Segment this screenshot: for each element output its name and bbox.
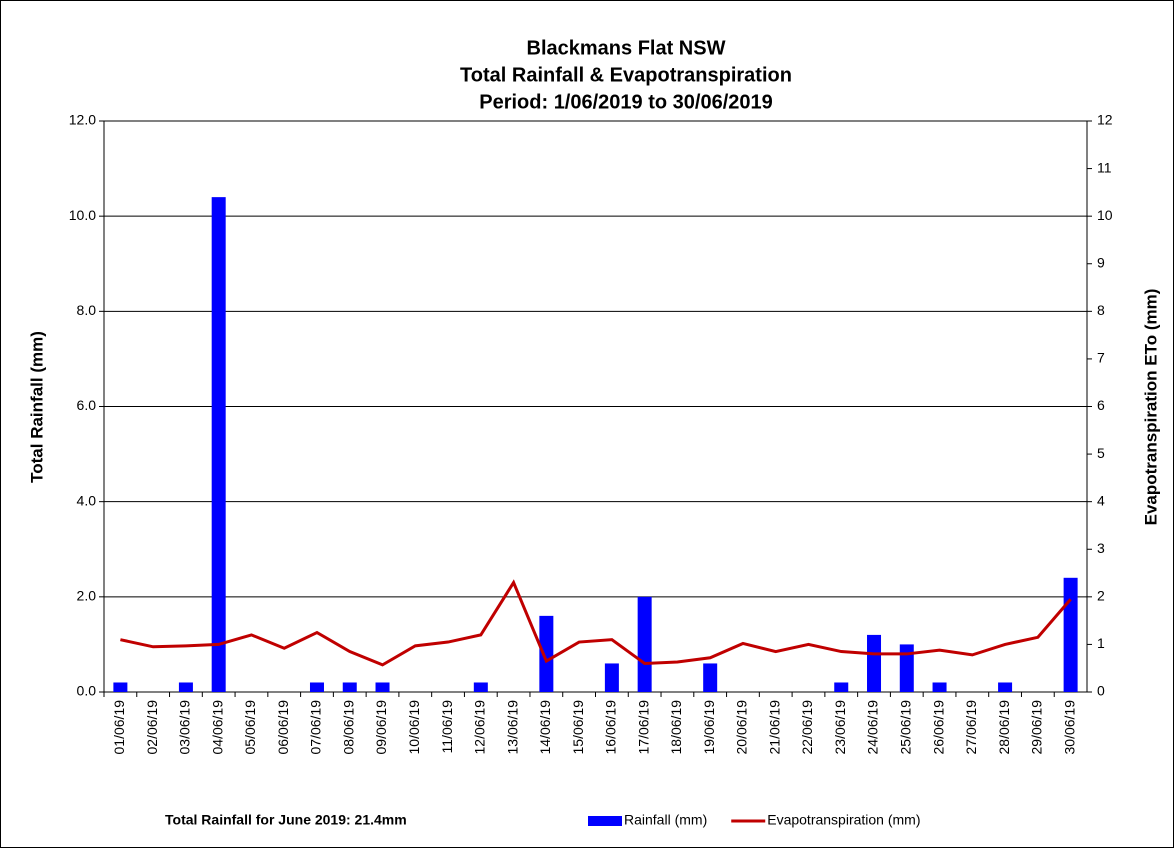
y2-tick-label: 4 xyxy=(1097,492,1105,508)
x-tick-label: 28/06/19 xyxy=(996,700,1012,755)
y-tick-label: 12.0 xyxy=(69,112,96,128)
bar xyxy=(309,682,324,692)
x-tick-label: 11/06/19 xyxy=(439,700,455,754)
x-tick-label: 16/06/19 xyxy=(603,700,619,755)
x-tick-label: 24/06/19 xyxy=(865,700,881,755)
y2-tick-label: 3 xyxy=(1097,540,1105,556)
x-tick-label: 04/06/19 xyxy=(209,700,225,755)
x-tick-label: 23/06/19 xyxy=(832,700,848,755)
x-tick-label: 18/06/19 xyxy=(668,700,684,755)
chart-title: Total Rainfall & Evapotranspiration xyxy=(460,64,792,86)
x-tick-label: 19/06/19 xyxy=(701,700,717,755)
y2-tick-label: 7 xyxy=(1097,350,1105,366)
y2-tick-label: 1 xyxy=(1097,635,1105,651)
x-tick-label: 15/06/19 xyxy=(570,700,586,755)
y-tick-label: 10.0 xyxy=(69,207,96,223)
x-tick-label: 29/06/19 xyxy=(1029,700,1045,755)
bar xyxy=(604,663,619,692)
y-tick-label: 2.0 xyxy=(77,588,97,604)
x-tick-label: 22/06/19 xyxy=(799,700,815,755)
x-tick-label: 07/06/19 xyxy=(308,700,324,755)
x-tick-label: 12/06/19 xyxy=(472,700,488,755)
legend-swatch xyxy=(588,816,622,826)
bar xyxy=(637,596,652,692)
bar xyxy=(342,682,357,692)
x-tick-label: 13/06/19 xyxy=(504,700,520,755)
y2-tick-label: 8 xyxy=(1097,302,1105,318)
bar xyxy=(899,644,914,692)
x-tick-label: 09/06/19 xyxy=(373,700,389,755)
chart-title: Blackmans Flat NSW xyxy=(527,37,726,59)
y-tick-label: 6.0 xyxy=(77,397,97,413)
x-tick-label: 01/06/19 xyxy=(111,700,127,755)
legend-label: Evapotranspiration (mm) xyxy=(767,812,920,828)
y2-tick-label: 9 xyxy=(1097,254,1105,270)
x-tick-label: 20/06/19 xyxy=(734,700,750,755)
x-tick-label: 21/06/19 xyxy=(766,700,782,755)
y2-axis-label: Evapotranspiration ETo (mm) xyxy=(1141,289,1160,526)
bar xyxy=(473,682,488,692)
bar xyxy=(211,197,226,692)
x-tick-label: 17/06/19 xyxy=(635,700,651,755)
x-tick-label: 06/06/19 xyxy=(275,700,291,755)
x-tick-label: 26/06/19 xyxy=(930,700,946,755)
y2-tick-label: 12 xyxy=(1097,112,1113,128)
y2-tick-label: 0 xyxy=(1097,683,1105,699)
bar xyxy=(375,682,390,692)
bar xyxy=(932,682,947,692)
x-tick-label: 30/06/19 xyxy=(1061,700,1077,755)
bar xyxy=(834,682,849,692)
legend-label: Rainfall (mm) xyxy=(624,812,707,828)
y2-tick-label: 11 xyxy=(1097,159,1112,175)
line xyxy=(120,579,1072,667)
x-tick-label: 08/06/19 xyxy=(340,700,356,755)
bar xyxy=(867,634,882,692)
bar xyxy=(178,682,193,692)
x-tick-label: 10/06/19 xyxy=(406,700,422,755)
y2-tick-label: 6 xyxy=(1097,397,1105,413)
annotation: Total Rainfall for June 2019: 21.4mm xyxy=(165,812,407,828)
x-tick-label: 03/06/19 xyxy=(177,700,193,755)
y-tick-label: 8.0 xyxy=(77,302,97,318)
y2-tick-label: 10 xyxy=(1097,207,1113,223)
y2-tick-label: 5 xyxy=(1097,445,1105,461)
y-tick-label: 0.0 xyxy=(77,683,97,699)
y2-tick-label: 2 xyxy=(1097,588,1105,604)
x-tick-label: 27/06/19 xyxy=(963,700,979,755)
x-tick-label: 14/06/19 xyxy=(537,700,553,755)
bar xyxy=(113,682,128,692)
bar xyxy=(703,663,718,692)
y-axis-label: Total Rainfall (mm) xyxy=(27,331,46,483)
x-tick-label: 05/06/19 xyxy=(242,700,258,755)
chart-title: Period: 1/06/2019 to 30/06/2019 xyxy=(479,91,773,113)
bar xyxy=(998,682,1013,692)
bar xyxy=(539,615,554,692)
x-tick-label: 25/06/19 xyxy=(897,700,913,755)
x-tick-label: 02/06/19 xyxy=(144,700,160,755)
bar xyxy=(1063,577,1078,692)
y-tick-label: 4.0 xyxy=(77,492,97,508)
